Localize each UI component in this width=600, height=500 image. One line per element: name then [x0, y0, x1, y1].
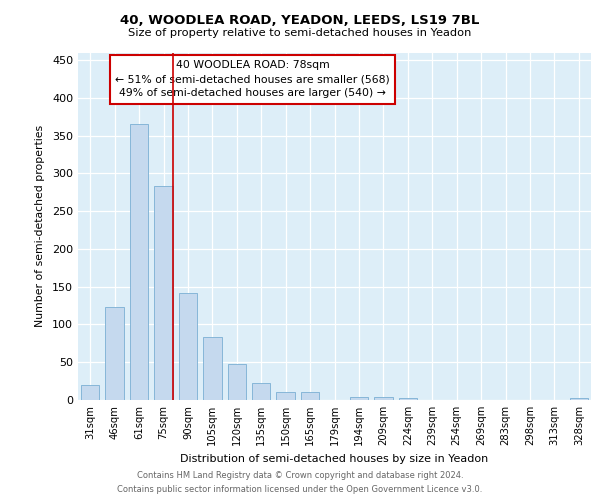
Y-axis label: Number of semi-detached properties: Number of semi-detached properties — [35, 125, 45, 328]
Bar — [130, 124, 148, 400]
Bar — [374, 397, 392, 400]
Bar — [277, 392, 295, 400]
Text: Contains HM Land Registry data © Crown copyright and database right 2024.
Contai: Contains HM Land Registry data © Crown c… — [118, 472, 482, 494]
Bar — [227, 364, 246, 400]
Bar — [350, 397, 368, 400]
X-axis label: Distribution of semi-detached houses by size in Yeadon: Distribution of semi-detached houses by … — [181, 454, 488, 464]
Bar — [81, 385, 100, 400]
Bar — [154, 186, 173, 400]
Bar — [106, 307, 124, 400]
Bar — [398, 398, 417, 400]
Bar — [252, 384, 271, 400]
Text: 40 WOODLEA ROAD: 78sqm
← 51% of semi-detached houses are smaller (568)
49% of se: 40 WOODLEA ROAD: 78sqm ← 51% of semi-det… — [115, 60, 390, 98]
Text: Size of property relative to semi-detached houses in Yeadon: Size of property relative to semi-detach… — [128, 28, 472, 38]
Bar — [301, 392, 319, 400]
Text: 40, WOODLEA ROAD, YEADON, LEEDS, LS19 7BL: 40, WOODLEA ROAD, YEADON, LEEDS, LS19 7B… — [121, 14, 479, 27]
Bar — [179, 292, 197, 400]
Bar — [203, 336, 221, 400]
Bar — [569, 398, 588, 400]
